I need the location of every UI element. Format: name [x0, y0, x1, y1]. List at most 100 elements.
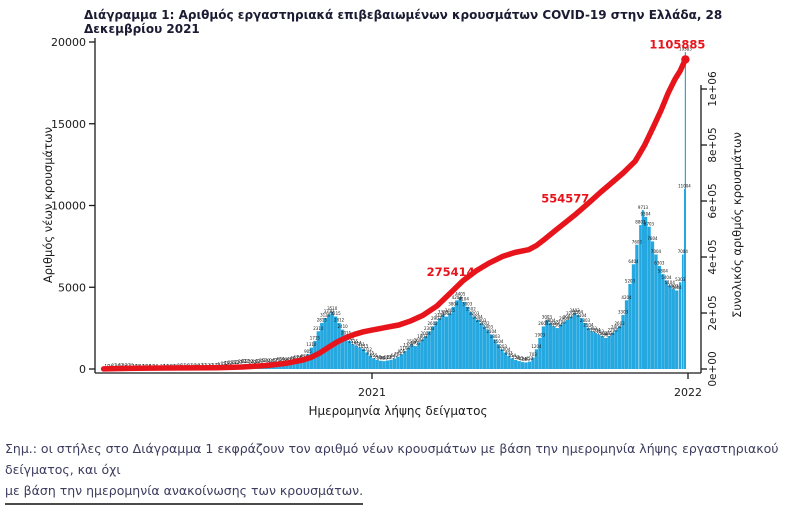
daily-cases-bar: [518, 361, 521, 369]
daily-cases-bar: [445, 317, 448, 369]
x-tick-label: 2022: [674, 386, 702, 399]
daily-cases-bar: [524, 362, 527, 369]
cumulative-annotation: 275414: [427, 265, 475, 279]
bar-value-label: 9713: [638, 205, 649, 210]
daily-cases-bar: [407, 348, 410, 369]
y-left-tick-label: 20000: [51, 36, 86, 49]
bar-value-label: 7804: [647, 236, 658, 241]
daily-cases-bar: [500, 349, 503, 369]
daily-cases-bar: [642, 210, 644, 369]
daily-cases-bar: [469, 312, 472, 369]
daily-cases-bar: [594, 333, 597, 369]
daily-cases-bar: [459, 297, 462, 369]
bar-value-label: 3215: [331, 311, 342, 316]
daily-cases-bar: [441, 315, 444, 369]
bar-value-label: 905: [304, 349, 312, 354]
daily-cases-bar: [668, 286, 671, 369]
daily-cases-bar: [590, 331, 593, 369]
daily-cases-bar: [587, 328, 590, 369]
y-left-tick-label: 15000: [51, 118, 86, 131]
cumulative-annotation: 554577: [541, 192, 589, 206]
daily-bars-group: [102, 52, 686, 369]
daily-cases-bar: [597, 335, 600, 369]
daily-cases-bar: [355, 346, 358, 369]
footnote-line1: Σημ.: οι στήλες στο Διάγραμμα 1 εκφράζου…: [5, 438, 797, 480]
daily-cases-bar: [614, 330, 617, 369]
daily-cases-bar: [573, 313, 576, 369]
daily-cases-bar: [563, 322, 566, 369]
y-left-axis-title: Αριθμός νέων κρουσμάτων: [41, 127, 55, 283]
bar-value-label: 2410: [338, 324, 349, 329]
bar-value-label: 7004: [678, 249, 689, 254]
daily-cases-bar: [511, 358, 514, 369]
bar-value-label: 9304: [641, 212, 652, 217]
daily-cases-bar: [455, 300, 458, 369]
daily-cases-bar: [448, 313, 451, 369]
bar-value-label: 5203: [625, 279, 636, 284]
daily-cases-bar: [618, 326, 621, 369]
bar-value-label: 1903: [535, 333, 546, 338]
bar-value-label: 5303: [675, 277, 686, 282]
daily-cases-bar: [396, 357, 399, 369]
daily-cases-bar: [528, 362, 531, 369]
bar-value-label: 7603: [632, 239, 643, 244]
cumulative-line: [104, 59, 686, 369]
daily-cases-bar: [476, 320, 479, 369]
bar-value-label: 2310: [313, 326, 324, 331]
daily-cases-bar: [438, 318, 441, 369]
bar-value-label: 2812: [334, 318, 345, 323]
daily-cases-bar: [479, 323, 482, 369]
daily-cases-bar: [665, 281, 668, 369]
bar-value-label: 5804: [658, 269, 669, 274]
daily-cases-bar: [566, 320, 569, 369]
daily-cases-bar: [427, 331, 430, 369]
daily-cases-bar: [462, 302, 465, 369]
daily-cases-bar: [431, 326, 434, 369]
page: { "title": "Διάγραμμα 1: Αριθμός εργαστη…: [0, 0, 800, 483]
cumulative-line-group: [104, 55, 690, 369]
daily-cases-bar: [559, 325, 562, 369]
daily-cases-bar: [608, 336, 611, 369]
bar-value-label: 1204: [531, 344, 542, 349]
daily-cases-bar: [324, 318, 327, 369]
daily-cases-bar: [672, 289, 675, 369]
daily-cases-bar: [545, 320, 548, 369]
daily-cases-bar: [382, 361, 385, 369]
bar-value-label: 2004: [421, 331, 432, 336]
daily-cases-bar: [351, 344, 354, 369]
daily-cases-bar: [661, 274, 664, 369]
daily-cases-bar: [434, 322, 437, 369]
bar-value-label: 2603: [615, 321, 626, 326]
footnote: Σημ.: οι στήλες στο Διάγραμμα 1 εκφράζου…: [5, 438, 797, 505]
y-left-tick-label: 0: [79, 363, 86, 376]
daily-cases-bar: [682, 254, 684, 369]
bar-value-label: 2602: [428, 321, 439, 326]
daily-cases-bar: [611, 333, 614, 369]
daily-cases-bar: [400, 354, 403, 369]
y-right-tick-label: 1e+06: [707, 71, 719, 107]
daily-cases-bar: [393, 359, 396, 370]
bar-value-label: 4204: [621, 295, 632, 300]
y-right-tick-label: 4e+05: [707, 239, 719, 274]
x-tick-label: 2021: [358, 386, 386, 399]
daily-cases-bar: [576, 315, 579, 369]
footnote-line2: με βάση την ημερομηνία ανακοίνωσης των κ…: [5, 480, 363, 505]
bar-value-label: 703: [529, 352, 537, 357]
cumulative-annotation: 1105885: [649, 37, 705, 51]
daily-cases-bar: [569, 317, 572, 369]
y-left-tick-label: 5000: [58, 281, 86, 294]
bar-value-label: 3804: [448, 301, 459, 306]
daily-cases-bar: [424, 336, 427, 369]
daily-cases-bar: [549, 323, 552, 369]
daily-cases-bar: [604, 338, 607, 369]
bar-value-label: 3303: [618, 310, 629, 315]
y-right-tick-label: 8e+05: [707, 127, 719, 162]
bar-value-label: 8703: [644, 221, 655, 226]
daily-cases-bar: [386, 360, 389, 369]
y-right-tick-label: 6e+05: [707, 183, 719, 218]
daily-cases-bar: [514, 360, 517, 369]
daily-cases-bar: [421, 340, 424, 369]
daily-cases-bar: [417, 343, 420, 369]
daily-cases-bar: [658, 266, 661, 369]
